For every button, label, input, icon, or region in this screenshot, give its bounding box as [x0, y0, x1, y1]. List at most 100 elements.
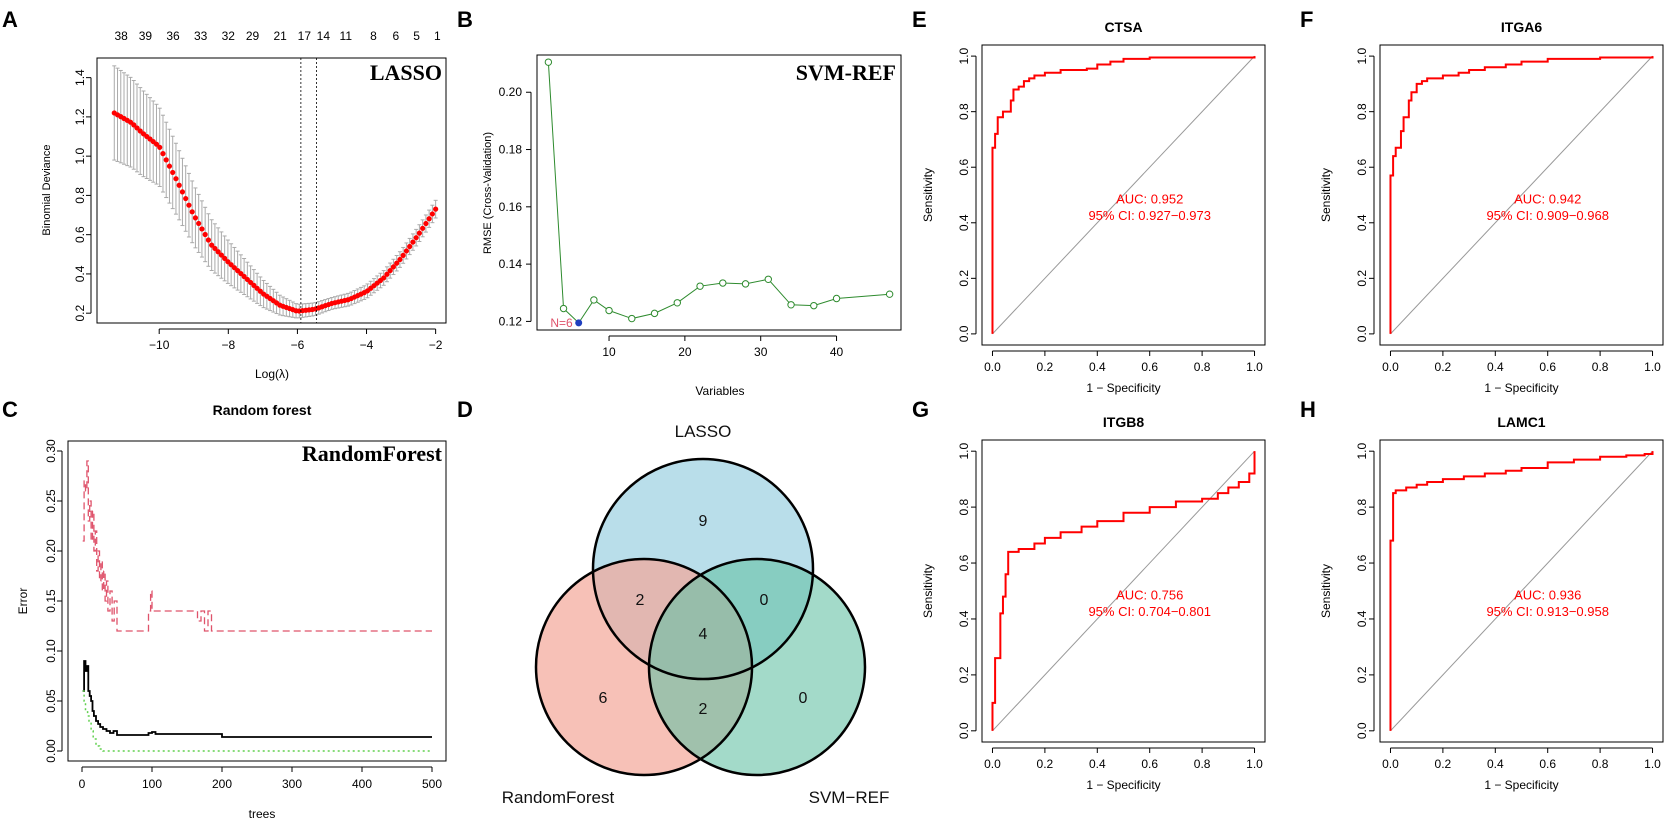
rf-plot-box: [67, 440, 447, 762]
lasso-y-tick-label: 1.2: [73, 108, 87, 125]
roc-y-tick-label-itga6: 0.8: [1355, 103, 1369, 120]
roc-y-tick-label-itga6: 0.0: [1355, 325, 1369, 342]
lasso-x-tick-label: −4: [360, 338, 374, 352]
roc-x-tick-label-ctsa: 0.8: [1194, 360, 1211, 374]
lasso-point: [215, 249, 221, 255]
venn-count-rf-only: 6: [599, 690, 608, 707]
lasso-x-label: Log(λ): [255, 367, 289, 381]
lasso-top-axis-label: 36: [166, 29, 180, 43]
lasso-point: [381, 275, 387, 281]
lasso-top-axis-label: 38: [115, 29, 129, 43]
panel-letter-h: H: [1300, 397, 1316, 422]
rf-y-tick-label: 0.00: [44, 739, 58, 763]
roc-x-tick-label-lamc1: 0.0: [1382, 757, 1399, 771]
roc-panel-lamc1: 0.0 0.2 0.4 0.6 0.8 1.0 0.0 0.2 0.4 0.6 0.8 1.0 LAMC…: [1319, 414, 1664, 792]
roc-y-label-itga6: Sensitivity: [1319, 168, 1333, 222]
lasso-point: [387, 267, 393, 274]
roc-auc-text-lamc1: AUC: 0.936: [1514, 587, 1581, 602]
svm-point: [673, 299, 681, 307]
rf-y-tick-label: 0.25: [44, 489, 58, 513]
rf-y-label: Error: [16, 588, 30, 615]
roc-y-label-ctsa: Sensitivity: [921, 168, 935, 222]
roc-y-tick-label-itga6: 0.4: [1355, 214, 1369, 231]
venn-outline-svm: [647, 557, 867, 777]
roc-x-tick-label-ctsa: 0.4: [1089, 360, 1106, 374]
roc-plot-box-lamc1: [1379, 439, 1664, 743]
rf-x-tick-label: 300: [282, 777, 302, 791]
lasso-error-bars: [112, 65, 438, 319]
venn-outline-lasso: [591, 457, 815, 681]
venn-count-lasso-svm: 0: [760, 592, 769, 609]
rf-x-tick-label: 0: [79, 777, 86, 791]
svm-point: [559, 304, 568, 313]
roc-y-label-itgb8: Sensitivity: [921, 564, 935, 618]
roc-x-tick-label-ctsa: 0.0: [984, 360, 1001, 374]
lasso-point: [163, 157, 169, 163]
roc-plot-box-itgb8: [981, 439, 1266, 743]
lasso-point: [384, 271, 390, 277]
rf-x-ticks: 0 100 200 300 400 500: [79, 766, 442, 791]
lasso-point: [400, 252, 406, 258]
lasso-plot-box: [96, 57, 447, 324]
roc-curve-ctsa: [991, 56, 1256, 334]
rf-x-tick-label: 200: [212, 777, 232, 791]
roc-x-tick-label-itgb8: 0.4: [1089, 757, 1106, 771]
panel-letter-c: C: [2, 397, 18, 422]
rf-y-tick-label: 0.05: [44, 689, 58, 713]
lasso-y-tick-label: 1.0: [73, 147, 87, 164]
roc-title-lamc1: LAMC1: [1497, 414, 1545, 430]
roc-plot-box-itga6: [1379, 44, 1664, 346]
rf-error-lines: [82, 460, 432, 752]
roc-title-ctsa: CTSA: [1104, 19, 1142, 35]
svm-point: [696, 282, 704, 290]
svm-x-tick-label: 30: [754, 345, 768, 359]
rf-series-dashed: [82, 460, 432, 632]
roc-x-tick-label-itgb8: 0.6: [1141, 757, 1158, 771]
rf-y-tick-label: 0.30: [44, 439, 58, 463]
svm-x-ticks: 10 20 30 40: [602, 335, 844, 359]
roc-y-tick-label-itga6: 1.0: [1355, 47, 1369, 64]
lasso-points: [111, 110, 439, 314]
roc-auc-text-itgb8: AUC: 0.756: [1116, 587, 1183, 602]
svm-point: [544, 58, 553, 66]
rf-series-dotted: [82, 690, 432, 752]
rf-y-tick-label: 0.10: [44, 639, 58, 663]
lasso-point: [170, 169, 176, 176]
roc-curve-itga6: [1389, 56, 1654, 334]
roc-y-tick-label-lamc1: 0.8: [1355, 498, 1369, 515]
roc-ci-text-ctsa: 95% CI: 0.927−0.973: [1088, 208, 1211, 223]
lasso-point: [426, 216, 432, 222]
lasso-point: [407, 243, 413, 250]
lasso-point: [166, 163, 173, 169]
svm-method-label: SVM-REF: [796, 60, 896, 85]
svm-best-label: N=6: [550, 316, 573, 330]
roc-x-tick-label-lamc1: 0.6: [1539, 757, 1556, 771]
lasso-point: [420, 225, 426, 231]
panel-letter-g: G: [912, 397, 929, 422]
lasso-point: [199, 226, 205, 232]
roc-y-tick-label-itgb8: 0.8: [957, 498, 971, 515]
venn-outline-randomforest: [534, 557, 754, 777]
roc-diagonal-ctsa: [992, 55, 1255, 335]
lasso-top-axis-label: 8: [370, 29, 377, 43]
lasso-point: [131, 122, 137, 128]
venn-count-svm-only: 0: [799, 690, 808, 707]
lasso-x-ticks: −10 −8 −6 −4 −2: [149, 328, 443, 352]
roc-ci-text-itgb8: 95% CI: 0.704−0.801: [1088, 604, 1211, 619]
panel-letter-a: A: [2, 7, 18, 32]
roc-x-tick-label-ctsa: 1.0: [1246, 360, 1263, 374]
lasso-top-axis-label: 17: [298, 29, 312, 43]
lasso-y-tick-label: 0.2: [73, 305, 87, 322]
venn-set-label-randomforest: RandomForest: [502, 788, 615, 807]
roc-panel-ctsa: 0.0 0.2 0.4 0.6 0.8 1.0 0.0 0.2 0.4 0.6 0.8 1.0 CTSA…: [921, 19, 1266, 395]
rf-x-tick-label: 500: [422, 777, 442, 791]
lasso-point: [433, 206, 439, 212]
lasso-point: [196, 220, 202, 227]
panel-letter-f: F: [1300, 7, 1313, 32]
lasso-point: [410, 239, 416, 245]
svm-point: [810, 301, 818, 310]
svm-point: [605, 306, 613, 315]
roc-x-tick-label-itga6: 0.8: [1592, 360, 1609, 374]
lasso-point: [218, 252, 224, 258]
lasso-point: [423, 220, 429, 227]
